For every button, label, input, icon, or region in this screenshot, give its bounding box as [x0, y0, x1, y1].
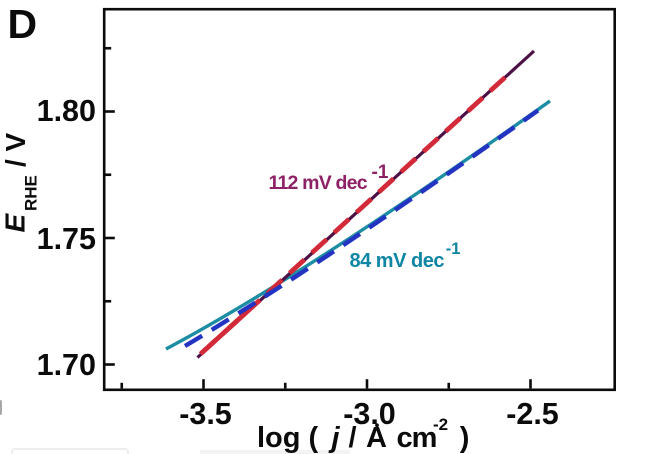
svg-text:): )	[460, 422, 470, 454]
svg-text:RHE: RHE	[22, 175, 41, 211]
svg-text:1.75: 1.75	[37, 222, 96, 256]
svg-text:-3.0: -3.0	[343, 397, 396, 431]
svg-text:/ V: / V	[0, 132, 31, 167]
svg-text:E: E	[0, 213, 31, 233]
svg-text:-2: -2	[433, 415, 448, 434]
svg-text:/: /	[349, 422, 357, 454]
svg-text:-2.5: -2.5	[506, 397, 559, 431]
svg-text:A: A	[366, 422, 387, 454]
svg-text:112 mV dec: 112 mV dec	[269, 172, 368, 194]
svg-text:-1: -1	[372, 162, 389, 183]
svg-text:1.80: 1.80	[37, 94, 96, 128]
svg-text:cm: cm	[397, 422, 437, 454]
svg-text:84 mV dec: 84 mV dec	[350, 250, 445, 272]
svg-text:j: j	[328, 422, 341, 454]
svg-text:D: D	[8, 1, 38, 47]
svg-text:1.70: 1.70	[37, 348, 96, 382]
svg-text:log (: log (	[257, 422, 319, 454]
svg-text:-3.5: -3.5	[179, 397, 232, 431]
svg-text:-1: -1	[446, 240, 461, 258]
